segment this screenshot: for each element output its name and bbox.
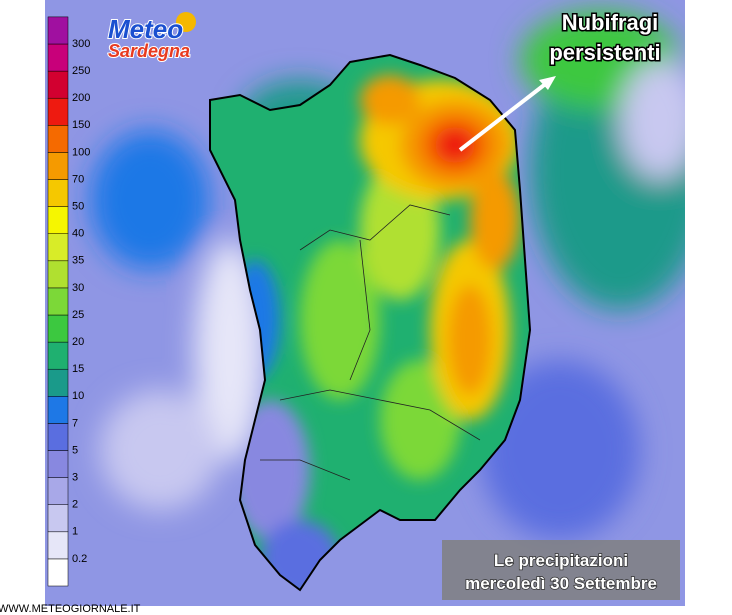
legend-swatch (47, 179, 69, 207)
legend-label: 20 (72, 336, 84, 348)
legend-label: 50 (72, 201, 84, 213)
caption-line: mercoledì 30 Settembre (465, 574, 657, 593)
legend-swatch (47, 233, 69, 262)
legend-label: 30 (72, 282, 84, 294)
legend-swatch (47, 341, 69, 370)
legend-swatch (47, 423, 69, 451)
legend-label: 35 (72, 255, 84, 267)
caption-line: Le precipitazioni (494, 551, 628, 570)
legend-swatch (47, 97, 69, 126)
annotation-line: persistenti (549, 40, 660, 65)
legend-label: 7 (72, 417, 78, 429)
legend-swatch (47, 504, 69, 533)
legend-label: 25 (72, 309, 84, 321)
legend-label: 15 (72, 363, 84, 375)
legend-label: 200 (72, 92, 90, 104)
legend-label: 0.2 (72, 553, 87, 565)
legend-label: 150 (72, 119, 90, 131)
legend-label: 10 (72, 390, 84, 402)
legend-label: 100 (72, 146, 90, 158)
legend-swatch (47, 477, 69, 505)
logo-subtitle: Sardegna (108, 41, 190, 61)
legend-swatch (47, 70, 69, 99)
legend-swatch (47, 16, 69, 45)
caption-box (442, 540, 680, 600)
legend-label: 250 (72, 65, 90, 77)
legend-swatch (47, 396, 69, 424)
logo: Meteo Sardegna (107, 12, 196, 62)
legend-swatch (47, 206, 69, 234)
legend: 0.21235710152025303540507010015020025030… (47, 16, 90, 587)
precipitation-map (45, 0, 685, 606)
legend-swatch (47, 368, 69, 397)
legend-swatch (47, 125, 69, 153)
legend-swatch (47, 287, 69, 316)
legend-swatch (47, 314, 69, 343)
legend-label: 5 (72, 444, 78, 456)
logo-title: Meteo (108, 14, 183, 44)
legend-swatch (47, 450, 69, 478)
footer: WWW.METEOGIORNALE.IT (0, 603, 141, 615)
legend-swatch (47, 558, 69, 587)
legend-swatch (47, 260, 69, 289)
legend-swatch (47, 43, 69, 72)
legend-label: 3 (72, 472, 78, 484)
legend-label: 2 (72, 499, 78, 511)
legend-label: 300 (72, 38, 90, 50)
legend-label: 70 (72, 173, 84, 185)
annotation-line: Nubifragi (562, 10, 659, 35)
legend-swatch (47, 152, 69, 180)
legend-label: 1 (72, 526, 78, 538)
legend-label: 40 (72, 228, 84, 240)
legend-swatch (47, 531, 69, 560)
